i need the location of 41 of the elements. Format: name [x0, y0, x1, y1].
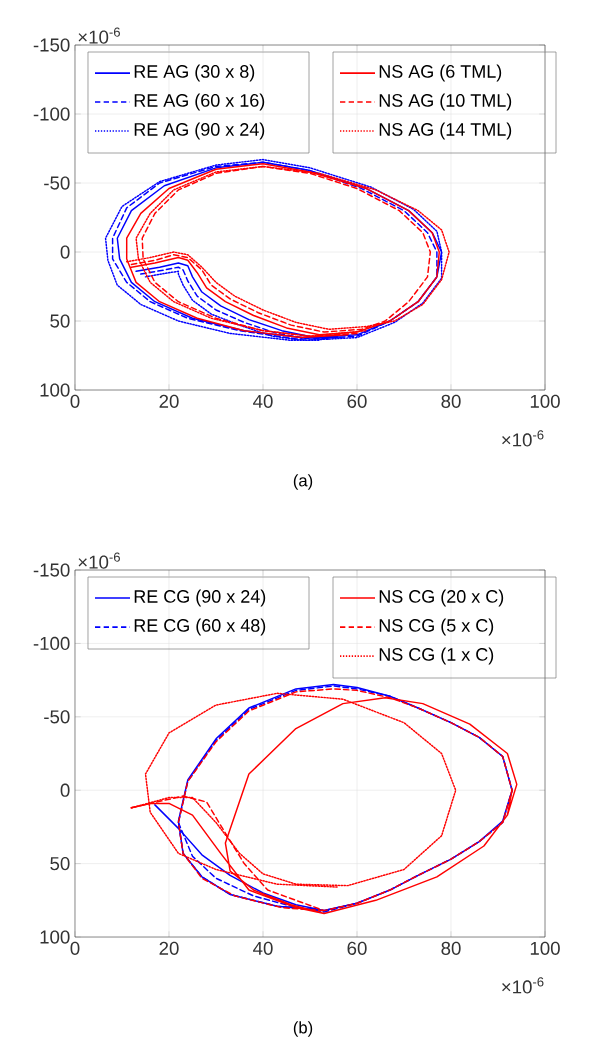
y-tick-label: -100 — [33, 107, 70, 121]
legend-label: NS AG (14 TML) — [379, 122, 512, 140]
x-tick-label: 60 — [347, 941, 367, 955]
legend-label: NS CG (20 x C) — [379, 589, 504, 607]
y-tick-label: 100 — [40, 930, 70, 944]
legend-label: NS AG (10 TML) — [379, 93, 512, 111]
legend-label: NS CG (1 x C) — [379, 647, 494, 665]
x-tick-label: 80 — [441, 941, 461, 955]
x-tick-label: 0 — [70, 941, 80, 955]
y-tick-label: 50 — [50, 856, 70, 871]
y-tick-label: -50 — [44, 176, 70, 190]
x-tick-label: 80 — [441, 394, 461, 408]
legend-label: NS AG (6 TML) — [379, 64, 502, 82]
text: (a) — [293, 474, 313, 490]
x-tick-label: 20 — [159, 941, 179, 955]
y-tick-label: -100 — [33, 636, 70, 651]
text: ×10$^{-6}$ — [502, 430, 544, 447]
text: ×10$^{-6}$ — [78, 552, 120, 569]
x-tick-label: 40 — [253, 941, 273, 955]
x-tick-label: 20 — [159, 394, 179, 408]
y-tick-label: -150 — [33, 38, 70, 52]
y-tick-label: 100 — [40, 383, 70, 397]
text: ×10$^{-6}$ — [502, 977, 544, 994]
x-tick-label: 60 — [347, 394, 367, 408]
x-tick-label: 40 — [253, 394, 273, 408]
legend-label: NS CG (5 x C) — [379, 618, 494, 636]
legend-label: RE AG (90 x 24) — [134, 122, 265, 140]
y-tick-label: 0 — [60, 245, 70, 259]
legend-label: RE AG (60 x 16) — [134, 93, 265, 111]
text: ×10$^{-6}$ — [78, 27, 120, 44]
legend-label: RE CG (60 x 48) — [134, 618, 266, 636]
x-tick-label: 100 — [530, 941, 560, 955]
y-tick-label: -150 — [33, 563, 70, 577]
y-tick-label: 0 — [60, 783, 70, 797]
legend-label: RE CG (90 x 24) — [134, 589, 266, 607]
x-tick-label: 100 — [530, 394, 560, 408]
text: (b) — [293, 1021, 313, 1037]
x-tick-label: 0 — [70, 394, 80, 408]
y-tick-label: 50 — [50, 314, 70, 328]
legend-label: RE AG (30 x 8) — [134, 64, 255, 82]
y-tick-label: -50 — [44, 710, 70, 724]
